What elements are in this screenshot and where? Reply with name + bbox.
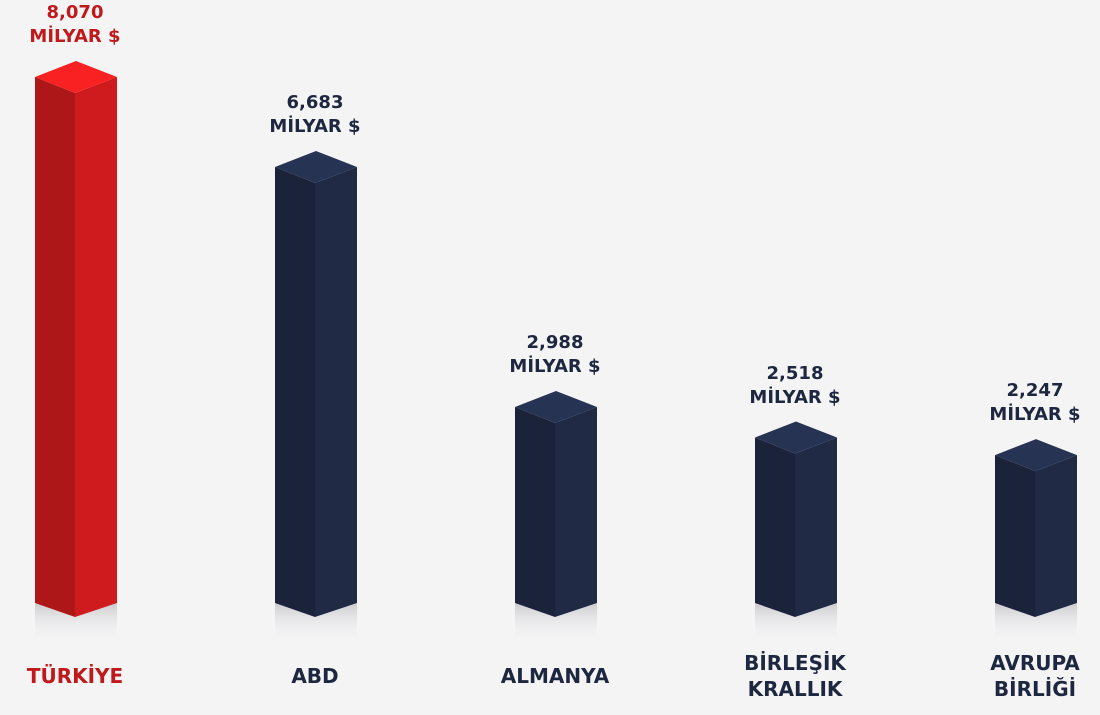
value-label: 2,518 [766,362,824,384]
category-label: ALMANYA [500,664,610,688]
bar-left-face [515,406,555,617]
bar-top-face [995,439,1077,472]
value-unit: MİLYAR $ [749,386,841,408]
bar-right-face [555,406,597,617]
category-label: BİRLEŞİK KRALLIK [744,651,846,701]
category-label: ABD [291,664,339,688]
bar-left-face [755,437,795,617]
bar [35,61,117,617]
value-unit: MİLYAR $ [269,116,361,138]
bar-right-face [795,437,837,617]
bar-left-face [275,167,315,617]
value-unit: MİLYAR $ [29,26,121,47]
bar [275,151,357,617]
category-label: AVRUPA BİRLİĞİ [990,651,1080,701]
bar-top-face [35,61,117,93]
bar-left-face [995,455,1035,617]
bar [995,439,1077,617]
bar-right-face [75,77,117,617]
value-label: 6,683 [286,92,344,114]
value-unit: MİLYAR $ [989,404,1081,426]
bar [755,421,837,617]
value-unit: MİLYAR $ [509,355,601,377]
bar-top-face [275,151,357,184]
value-label: 8,070 [46,2,104,23]
bar-top-face [755,421,837,454]
bar-top-face [515,390,597,423]
bar [515,390,597,617]
value-label: 2,988 [526,331,584,353]
bar-right-face [1035,455,1077,617]
bar-right-face [315,167,357,617]
category-label: TÜRKİYE [26,664,124,688]
bar-left-face [35,77,75,617]
value-label: 2,247 [1006,380,1064,402]
